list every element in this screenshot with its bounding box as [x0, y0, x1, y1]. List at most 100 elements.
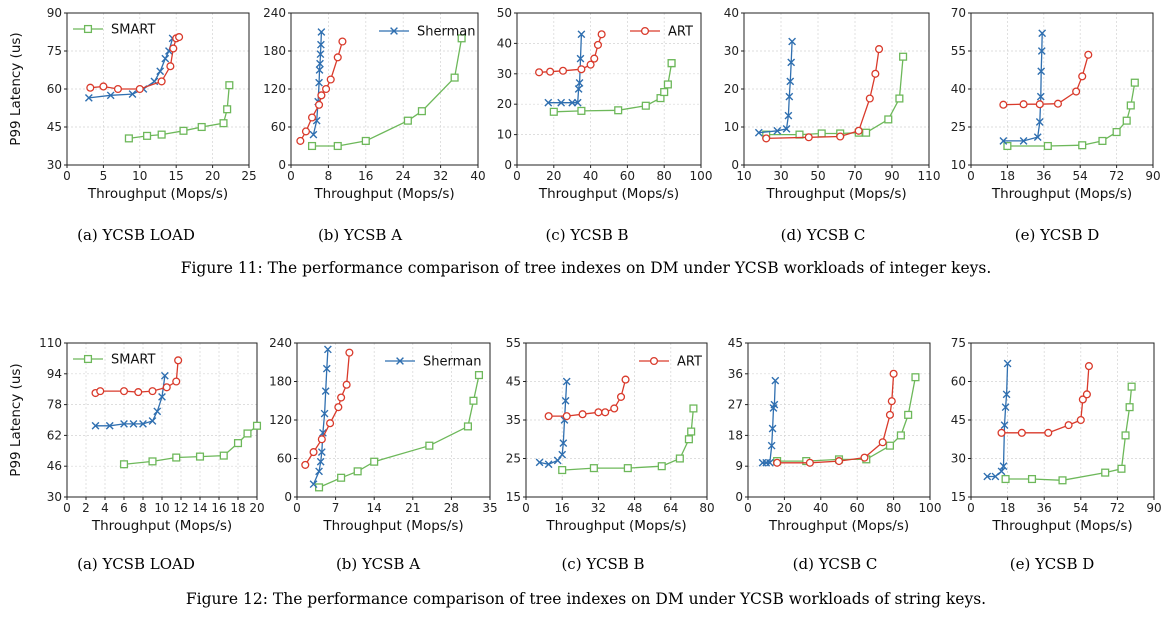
- series-art-point: [1076, 415, 1085, 425]
- x-tick-label: 32: [591, 501, 606, 515]
- series-art-point: [997, 428, 1006, 437]
- x-tick-label: 80: [886, 501, 901, 515]
- figure-11-caption: Figure 11: The performance comparison of…: [181, 259, 992, 277]
- x-tick-label: 20: [777, 501, 792, 515]
- x-tick-label: 70: [847, 169, 862, 183]
- series-smart-point: [1058, 476, 1067, 485]
- y-tick-label: 0: [731, 158, 739, 172]
- series-sherman-point: [1003, 359, 1012, 368]
- x-tick-label: 48: [627, 501, 642, 515]
- x-tick-label: 40: [583, 169, 598, 183]
- series-art-point: [345, 348, 354, 357]
- x-tick-label: 60: [620, 169, 635, 183]
- series-smart-point: [219, 451, 228, 460]
- series-sherman-point: [784, 111, 793, 120]
- series-sherman-point: [320, 409, 329, 418]
- y-tick-label: 55: [506, 336, 521, 350]
- chart-panel: 0 5 10 15 20 25 30 45 60 75 90 Throughput (Mops/s) P…: [8, 6, 257, 202]
- series-art-point: [1082, 390, 1091, 399]
- series-sherman-point: [1037, 47, 1046, 55]
- y-tick-label: 45: [728, 336, 743, 350]
- series-art-point: [586, 60, 595, 69]
- series-smart-point: [197, 122, 206, 132]
- series-art-point: [593, 40, 603, 49]
- y-tick-label: 10: [497, 128, 512, 142]
- series-art-point: [157, 77, 166, 86]
- series-art-point: [594, 408, 603, 417]
- series-art-point: [1084, 362, 1093, 371]
- x-tick-label: 6: [120, 501, 128, 515]
- series-art-point: [333, 53, 342, 62]
- series-art-point: [86, 83, 95, 92]
- series-art-point: [562, 412, 571, 421]
- series-sherman-point: [160, 371, 169, 380]
- x-axis-label: Throughput (Mops/s): [545, 518, 686, 534]
- x-tick-label: 8: [139, 501, 147, 515]
- series-sherman-point: [1036, 92, 1045, 101]
- series-smart-point: [469, 396, 478, 405]
- series-sherman-point: [754, 128, 763, 137]
- y-tick-label: 30: [47, 158, 62, 172]
- x-tick-label: 24: [396, 169, 411, 183]
- series-smart-point: [1001, 474, 1010, 484]
- legend-art-label: ART: [677, 355, 702, 370]
- series-art-point: [616, 392, 626, 401]
- x-tick-label: 10: [736, 169, 751, 183]
- subcaption-fig12-c: (c) YCSB B: [561, 555, 644, 573]
- x-tick-label: 18: [1000, 501, 1015, 515]
- series-art-point: [175, 33, 184, 42]
- series-smart-point: [337, 473, 346, 482]
- series-art-point: [301, 460, 310, 469]
- series-smart-point: [1127, 382, 1136, 391]
- x-tick-label: 0: [63, 169, 71, 183]
- series-art-point: [889, 369, 898, 378]
- series-art-point: [317, 435, 326, 444]
- x-tick-label: 0: [522, 501, 530, 515]
- series-art-point: [887, 397, 896, 406]
- x-tick-label: 100: [690, 169, 713, 183]
- x-tick-label: 14: [192, 501, 207, 515]
- y-tick-label: 25: [951, 120, 966, 134]
- series-art-point: [871, 69, 880, 78]
- series-art-point: [174, 356, 183, 365]
- series-art-line: [777, 373, 895, 464]
- series-smart-point: [1121, 431, 1130, 440]
- series-art-point: [326, 419, 335, 428]
- series-art-point: [1064, 421, 1073, 430]
- x-tick-label: 7: [332, 501, 340, 515]
- y-tick-label: 50: [497, 6, 512, 20]
- series-smart-point: [252, 421, 262, 430]
- series-art-point: [854, 126, 863, 135]
- series-art-point: [314, 100, 324, 109]
- series-art-point: [166, 62, 175, 71]
- y-tick-label: 20: [497, 97, 512, 111]
- series-sherman-line: [1003, 33, 1043, 142]
- chart-panel: 0 16 32 48 64 80 15 25 35 45 55 Throughput (Mops/s)…: [506, 336, 715, 534]
- x-tick-label: 0: [513, 169, 521, 183]
- x-tick-label: 10: [154, 501, 169, 515]
- series-art-point: [162, 383, 171, 392]
- y-tick-label: 180: [269, 375, 292, 389]
- series-art-point: [597, 30, 606, 39]
- x-tick-label: 20: [249, 501, 264, 515]
- series-sherman-point: [153, 407, 162, 416]
- series-smart-point: [689, 404, 698, 413]
- y-tick-label: 20: [724, 82, 739, 96]
- series-sherman-point: [773, 126, 782, 135]
- y-tick-label: 45: [951, 413, 966, 427]
- series-art-point: [301, 127, 311, 136]
- series-art-point: [169, 44, 178, 53]
- legend-sherman-marker: [390, 27, 398, 35]
- series-art-point: [577, 65, 586, 74]
- series-sherman-point: [315, 66, 324, 74]
- series-smart-point: [425, 441, 434, 450]
- chart-panel: 0 20 40 60 80 100 0 10 20 30 40 50 Throughput (Mops/…: [497, 6, 713, 202]
- x-axis-label: Throughput (Mops/s): [87, 186, 228, 202]
- series-sherman-point: [787, 58, 796, 67]
- series-sherman-point: [322, 364, 331, 373]
- series-art-point: [878, 438, 887, 447]
- x-axis-label: Throughput (Mops/s): [313, 186, 454, 202]
- x-tick-label: 16: [358, 169, 373, 183]
